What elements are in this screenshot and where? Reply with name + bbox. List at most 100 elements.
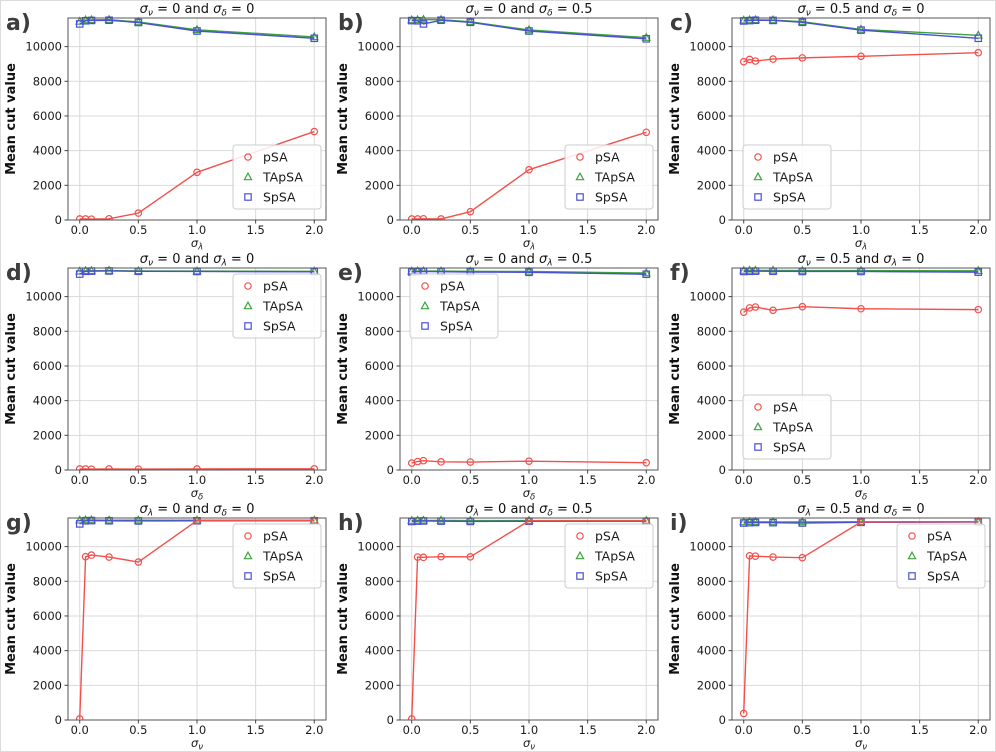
tapsa-marker bbox=[856, 516, 866, 526]
y-tick-label: 8000 bbox=[365, 74, 394, 88]
y-tick-label: 4000 bbox=[33, 394, 62, 408]
psa-marker bbox=[310, 127, 319, 136]
panel-letter: e) bbox=[338, 261, 363, 286]
y-tick-label: 6000 bbox=[33, 609, 62, 623]
tapsa-marker bbox=[797, 16, 807, 25]
panel-d: 0 2000 4000 6000 8000 10000 0.0 0.5 1.0 1.5 2.0 σδ M… bbox=[0, 250, 332, 500]
tapsa-marker bbox=[192, 515, 202, 524]
panel-title: σλ = 0.5 and σδ = 0 bbox=[797, 502, 924, 519]
legend-label-spsa: SpSA bbox=[263, 319, 296, 334]
psa-marker bbox=[466, 458, 475, 466]
legend-label-spsa: SpSA bbox=[263, 569, 296, 584]
y-tick-label: 6000 bbox=[33, 109, 62, 123]
spsa-marker bbox=[310, 34, 319, 43]
psa-marker bbox=[134, 209, 143, 217]
x-tick-label: 2.0 bbox=[969, 223, 987, 237]
y-tick-label: 2000 bbox=[33, 678, 62, 692]
tapsa-marker bbox=[192, 24, 202, 34]
spsa-marker bbox=[193, 27, 201, 35]
x-tick-label: 1.0 bbox=[852, 723, 870, 737]
panel-title: σν = 0 and σλ = 0.5 bbox=[466, 252, 593, 269]
y-tick-label: 4000 bbox=[365, 644, 394, 658]
tapsa-legend-marker-icon bbox=[243, 300, 253, 310]
tapsa-legend-marker-icon bbox=[420, 300, 430, 310]
x-tick-label: 2.0 bbox=[305, 223, 323, 237]
panel-title: σν = 0.5 and σδ = 0 bbox=[797, 2, 924, 19]
spsa-marker bbox=[798, 18, 807, 27]
legend-box bbox=[564, 523, 654, 589]
panel-g-chart: 0 2000 4000 6000 8000 10000 0.0 0.5 1.0 1.5 2.0 σν M… bbox=[4, 502, 327, 752]
legend-label-spsa: SpSA bbox=[595, 190, 628, 205]
psa-marker bbox=[751, 552, 760, 560]
panel-b: 0 2000 4000 6000 8000 10000 0.0 0.5 1.0 1.5 2.0 σλ M… bbox=[332, 0, 664, 250]
panel-letter: h) bbox=[338, 511, 364, 536]
spsa-legend-marker-icon bbox=[754, 443, 762, 451]
x-axis-label: σν bbox=[523, 736, 535, 752]
x-tick-label: 1.5 bbox=[578, 223, 596, 237]
tapsa-marker bbox=[524, 24, 534, 34]
y-tick-label: 4000 bbox=[697, 394, 726, 408]
legend-label-tapsa: TApSA bbox=[594, 170, 635, 185]
y-tick-label: 6000 bbox=[697, 109, 726, 123]
y-tick-label: 0 bbox=[387, 713, 394, 727]
psa-marker bbox=[466, 207, 475, 216]
psa-marker bbox=[437, 552, 445, 561]
y-tick-label: 10000 bbox=[357, 290, 394, 304]
psa-marker bbox=[798, 54, 807, 62]
tapsa-marker bbox=[856, 265, 866, 274]
legend: pSA TApSA SpSA bbox=[232, 144, 322, 210]
legend: pSA TApSA SpSA bbox=[409, 273, 499, 339]
x-tick-label: 1.0 bbox=[852, 473, 870, 487]
tapsa-marker bbox=[133, 515, 143, 524]
psa-legend-marker-icon bbox=[754, 153, 762, 161]
tapsa-legend-marker-icon bbox=[243, 171, 253, 181]
y-tick-label: 6000 bbox=[365, 359, 394, 373]
psa-marker bbox=[310, 464, 319, 470]
x-axis-label: σδ bbox=[191, 486, 204, 500]
y-axis-label: Mean cut value bbox=[336, 313, 351, 425]
y-tick-label: 8000 bbox=[697, 324, 726, 338]
y-tick-label: 0 bbox=[719, 213, 726, 227]
panel-d-chart: 0 2000 4000 6000 8000 10000 0.0 0.5 1.0 1.5 2.0 σδ M… bbox=[4, 252, 327, 500]
psa-line bbox=[411, 131, 647, 220]
tapsa-legend-marker-icon bbox=[907, 550, 917, 560]
tapsa-legend-marker-icon bbox=[753, 421, 763, 431]
legend-label-spsa: SpSA bbox=[927, 569, 960, 584]
x-axis-label: σλ bbox=[523, 236, 535, 250]
x-axis-label: σλ bbox=[855, 236, 867, 250]
y-axis-label: Mean cut value bbox=[668, 63, 683, 175]
y-tick-label: 10000 bbox=[689, 540, 726, 554]
psa-marker bbox=[798, 302, 807, 311]
y-axis-label: Mean cut value bbox=[336, 563, 351, 675]
y-axis-label: Mean cut value bbox=[668, 313, 683, 425]
tapsa-marker bbox=[412, 515, 423, 524]
panel-title: σν = 0 and σλ = 0 bbox=[140, 252, 255, 269]
y-tick-label: 10000 bbox=[25, 40, 62, 54]
legend: pSA TApSA SpSA bbox=[564, 523, 654, 589]
x-tick-label: 0.0 bbox=[735, 473, 753, 487]
spsa-line bbox=[411, 270, 647, 275]
psa-marker bbox=[769, 55, 777, 63]
panel-i: 0 2000 4000 6000 8000 10000 0.0 0.5 1.0 1.5 2.0 σν M… bbox=[664, 500, 996, 752]
y-tick-label: 0 bbox=[387, 213, 394, 227]
spsa-marker bbox=[437, 16, 445, 25]
psa-marker bbox=[437, 215, 445, 220]
tapsa-legend-marker-icon bbox=[243, 550, 253, 560]
y-tick-label: 6000 bbox=[697, 609, 726, 623]
x-tick-label: 1.0 bbox=[188, 723, 206, 737]
psa-marker bbox=[739, 709, 748, 718]
x-tick-label: 1.5 bbox=[910, 223, 928, 237]
x-tick-label: 2.0 bbox=[969, 723, 987, 737]
y-tick-label: 6000 bbox=[365, 109, 394, 123]
legend-box bbox=[896, 523, 986, 589]
y-tick-label: 0 bbox=[387, 463, 394, 477]
tapsa-marker bbox=[436, 14, 446, 24]
x-tick-label: 2.0 bbox=[305, 723, 323, 737]
y-tick-label: 2000 bbox=[33, 178, 62, 192]
psa-legend-marker-icon bbox=[244, 282, 252, 290]
y-tick-label: 10000 bbox=[689, 40, 726, 54]
psa-marker bbox=[87, 551, 96, 559]
spsa-marker bbox=[974, 268, 983, 276]
tapsa-marker bbox=[133, 265, 143, 275]
y-tick-label: 2000 bbox=[365, 178, 394, 192]
